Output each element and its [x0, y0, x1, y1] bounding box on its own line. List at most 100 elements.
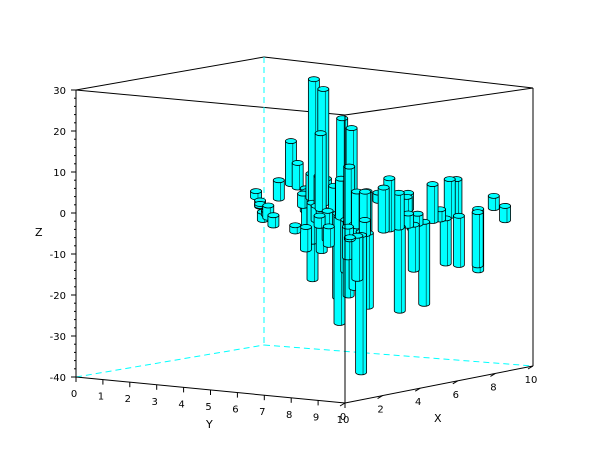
bar-cap: [336, 115, 349, 122]
x-tick-mark: [339, 402, 346, 407]
bar-body: [487, 195, 500, 212]
bar-cap: [426, 181, 439, 187]
bar-cap: [322, 223, 335, 230]
frame-top-back-left: [75, 56, 265, 91]
bar-cap: [267, 212, 280, 219]
hidden-back-right: [263, 344, 534, 367]
bar-3d: [418, 218, 431, 307]
bar-body: [377, 187, 390, 234]
bar-3d: [272, 177, 285, 202]
x-tick-label: 6: [453, 390, 459, 401]
bar-3d: [452, 212, 465, 268]
bar-3d: [407, 221, 420, 273]
bar-body: [393, 226, 406, 314]
bar-body: [272, 179, 285, 202]
bar-body: [499, 205, 511, 224]
bar-cap: [307, 76, 320, 83]
bar-cap: [377, 184, 390, 191]
bar-body: [291, 162, 304, 191]
x-tick-mark: [414, 387, 421, 392]
bar-3d: [289, 222, 302, 235]
bar-3d: [393, 223, 406, 314]
z-tick-label: 30: [53, 86, 66, 97]
bar-cap: [313, 212, 326, 219]
bar-3d: [267, 212, 280, 229]
frame-top-back-right: [263, 56, 534, 89]
bar-body: [439, 217, 452, 267]
y-tick-label: 6: [232, 405, 238, 416]
y-tick-label: 0: [71, 389, 77, 400]
y-tick-label: 4: [178, 399, 184, 410]
x-tick-label: 4: [415, 397, 421, 408]
hidden-back-left: [75, 344, 265, 378]
bar-3d: [402, 210, 415, 229]
x-tick-mark: [377, 395, 383, 400]
bar-3d: [300, 224, 312, 253]
bar-cap: [272, 177, 285, 184]
bar-body: [452, 215, 465, 268]
bar-cap: [343, 163, 356, 170]
y-tick-label: 9: [313, 412, 319, 423]
bar-3d: [439, 215, 452, 267]
frame-top-front-left: [75, 89, 346, 116]
bar-cap: [343, 234, 356, 241]
z-tick-label: 10: [53, 168, 66, 179]
bar-cap: [285, 138, 297, 144]
bar-3d: [487, 192, 500, 212]
bar-cap: [300, 224, 312, 230]
x-tick-mark: [452, 380, 459, 385]
x-tick-label: 10: [525, 375, 538, 386]
z-tick-label: -20: [50, 291, 66, 302]
y-tick-label: 1: [98, 392, 104, 403]
bar-3d: [314, 130, 327, 212]
x-axis-label: X: [434, 412, 442, 425]
bar-cap: [345, 125, 358, 131]
y-axis-ticks: 0 1 2 3 4 5 6 7 8 9 10: [71, 377, 349, 426]
bar-cap: [452, 212, 465, 219]
bar-cap: [383, 175, 396, 182]
bar-cap: [291, 160, 304, 166]
bar-cap: [250, 188, 262, 195]
bar-cap: [487, 192, 500, 199]
bar-group: [250, 76, 511, 376]
bar-cap: [499, 203, 511, 209]
bar-3d: [499, 203, 511, 224]
z-tick-label: -40: [50, 373, 66, 384]
bar-cap: [341, 223, 354, 230]
bar-body: [407, 224, 420, 273]
z-axis-ticks: -40 -30 -20 -10 0 10 20 30: [50, 86, 76, 384]
bar-3d: [313, 212, 326, 229]
x-tick-label: 0: [340, 412, 346, 423]
bar-body: [322, 226, 335, 248]
bar-cap: [471, 209, 484, 216]
y-tick-label: 7: [259, 407, 265, 418]
bar-3d: [322, 223, 335, 248]
y-tick-label: 2: [125, 394, 131, 405]
bar-3d: [291, 160, 304, 191]
x-tick-label: 8: [490, 382, 496, 393]
bar-cap: [289, 222, 302, 229]
bar-body: [471, 211, 484, 269]
bar-3d: [426, 181, 439, 224]
bar-body: [351, 235, 364, 282]
bar-body: [426, 183, 439, 224]
x-tick-mark: [490, 372, 496, 377]
z-tick-label: -10: [50, 250, 66, 261]
x-tick-label: 2: [377, 405, 383, 416]
x-axis-line: [344, 365, 534, 404]
y-tick-label: 5: [205, 402, 211, 413]
bar-cap: [359, 188, 372, 195]
z-tick-label: -30: [50, 332, 66, 343]
z-tick-label: 0: [60, 209, 66, 220]
y-tick-label: 3: [152, 397, 158, 408]
bar-3d: [343, 234, 356, 243]
bar-body: [418, 221, 431, 307]
y-axis-label: Y: [205, 418, 213, 431]
bar-3d: [377, 184, 390, 234]
bar-body: [267, 214, 280, 229]
bar-body: [314, 132, 327, 212]
frame-top-front-right: [344, 87, 534, 116]
bar-cap: [443, 176, 456, 183]
bar-3d: [471, 209, 484, 269]
